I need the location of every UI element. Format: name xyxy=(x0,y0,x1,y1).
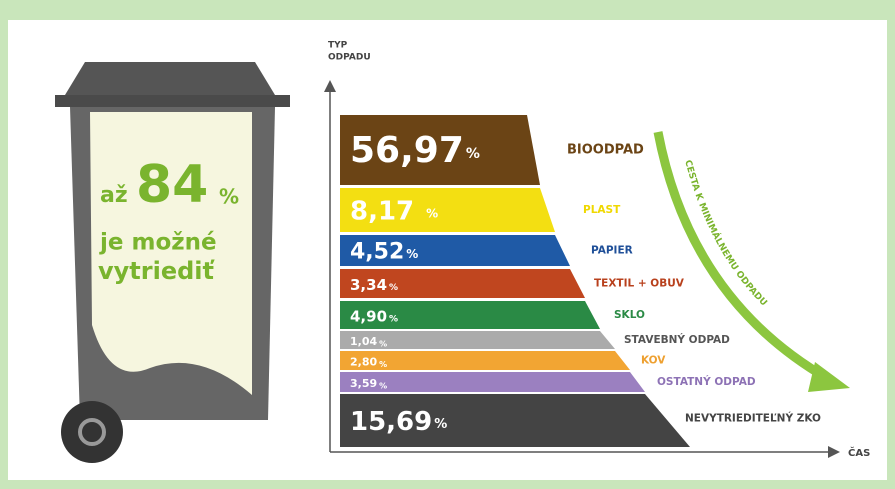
layer-label: KOV xyxy=(641,355,666,367)
bin-wheel xyxy=(61,401,123,463)
layer-unit: % xyxy=(434,417,447,432)
layer-value: 2,80 xyxy=(350,356,377,369)
layer-value: 8,17 xyxy=(350,197,414,227)
layer-label: BIOODPAD xyxy=(567,143,644,158)
bin-unit: % xyxy=(219,185,239,209)
layer-value: 3,59 xyxy=(350,377,377,390)
layer-label: TEXTIL + OBUV xyxy=(594,278,685,290)
layer-band xyxy=(340,188,555,232)
layer-label: PAPIER xyxy=(591,245,633,257)
layer-band xyxy=(340,115,540,185)
layer-band xyxy=(340,394,690,447)
bin-lid xyxy=(65,62,275,95)
layer-unit: % xyxy=(426,207,438,221)
layer-label: PLAST xyxy=(583,204,621,216)
layer-label: NEVYTRIEDITEĽNÝ ZKO xyxy=(685,412,821,425)
layer-band xyxy=(340,301,600,329)
layer-value: 4,52 xyxy=(350,240,404,265)
bin-line3: vytriediť xyxy=(98,257,216,285)
bin-number: 84 xyxy=(136,155,208,215)
y-label-2: ODPADU xyxy=(328,53,371,63)
path-arrowhead xyxy=(808,362,850,392)
layer-unit: % xyxy=(389,283,398,293)
layer-value: 56,97 xyxy=(350,130,464,171)
layer-band xyxy=(340,235,570,266)
layer-unit: % xyxy=(406,247,418,261)
layer-value: 1,04 xyxy=(350,335,377,348)
y-label-1: TYP xyxy=(328,41,348,51)
layers: 56,97% BIOODPAD 8,17% PLAST 4,52% PAPIER 3,34%… xyxy=(340,115,821,447)
bin-line2: je možné xyxy=(99,230,217,256)
bin-label-panel xyxy=(90,112,252,395)
path-arrow xyxy=(653,131,833,384)
x-label: ČAS xyxy=(848,446,870,459)
bin-wheel-hub xyxy=(78,418,106,446)
layer-label: STAVEBNÝ ODPAD xyxy=(624,333,730,346)
layer-band xyxy=(340,351,630,370)
layer-unit: % xyxy=(379,340,387,349)
layer-value: 3,34 xyxy=(350,276,387,294)
layer-unit: % xyxy=(466,146,480,162)
bin-rim xyxy=(55,95,290,107)
layer-band xyxy=(340,331,615,349)
layer-band xyxy=(340,269,585,298)
y-arrow xyxy=(324,80,336,92)
layer-unit: % xyxy=(379,382,387,391)
layer-value: 15,69 xyxy=(350,407,432,437)
bin-prefix: až xyxy=(100,183,128,208)
layer-unit: % xyxy=(389,315,398,325)
layer-band xyxy=(340,372,645,392)
layer-label: SKLO xyxy=(614,309,645,321)
layer-value: 4,90 xyxy=(350,308,387,326)
layer-label: OSTATNÝ ODPAD xyxy=(657,375,756,388)
x-arrow xyxy=(828,446,840,458)
layer-unit: % xyxy=(379,360,387,369)
